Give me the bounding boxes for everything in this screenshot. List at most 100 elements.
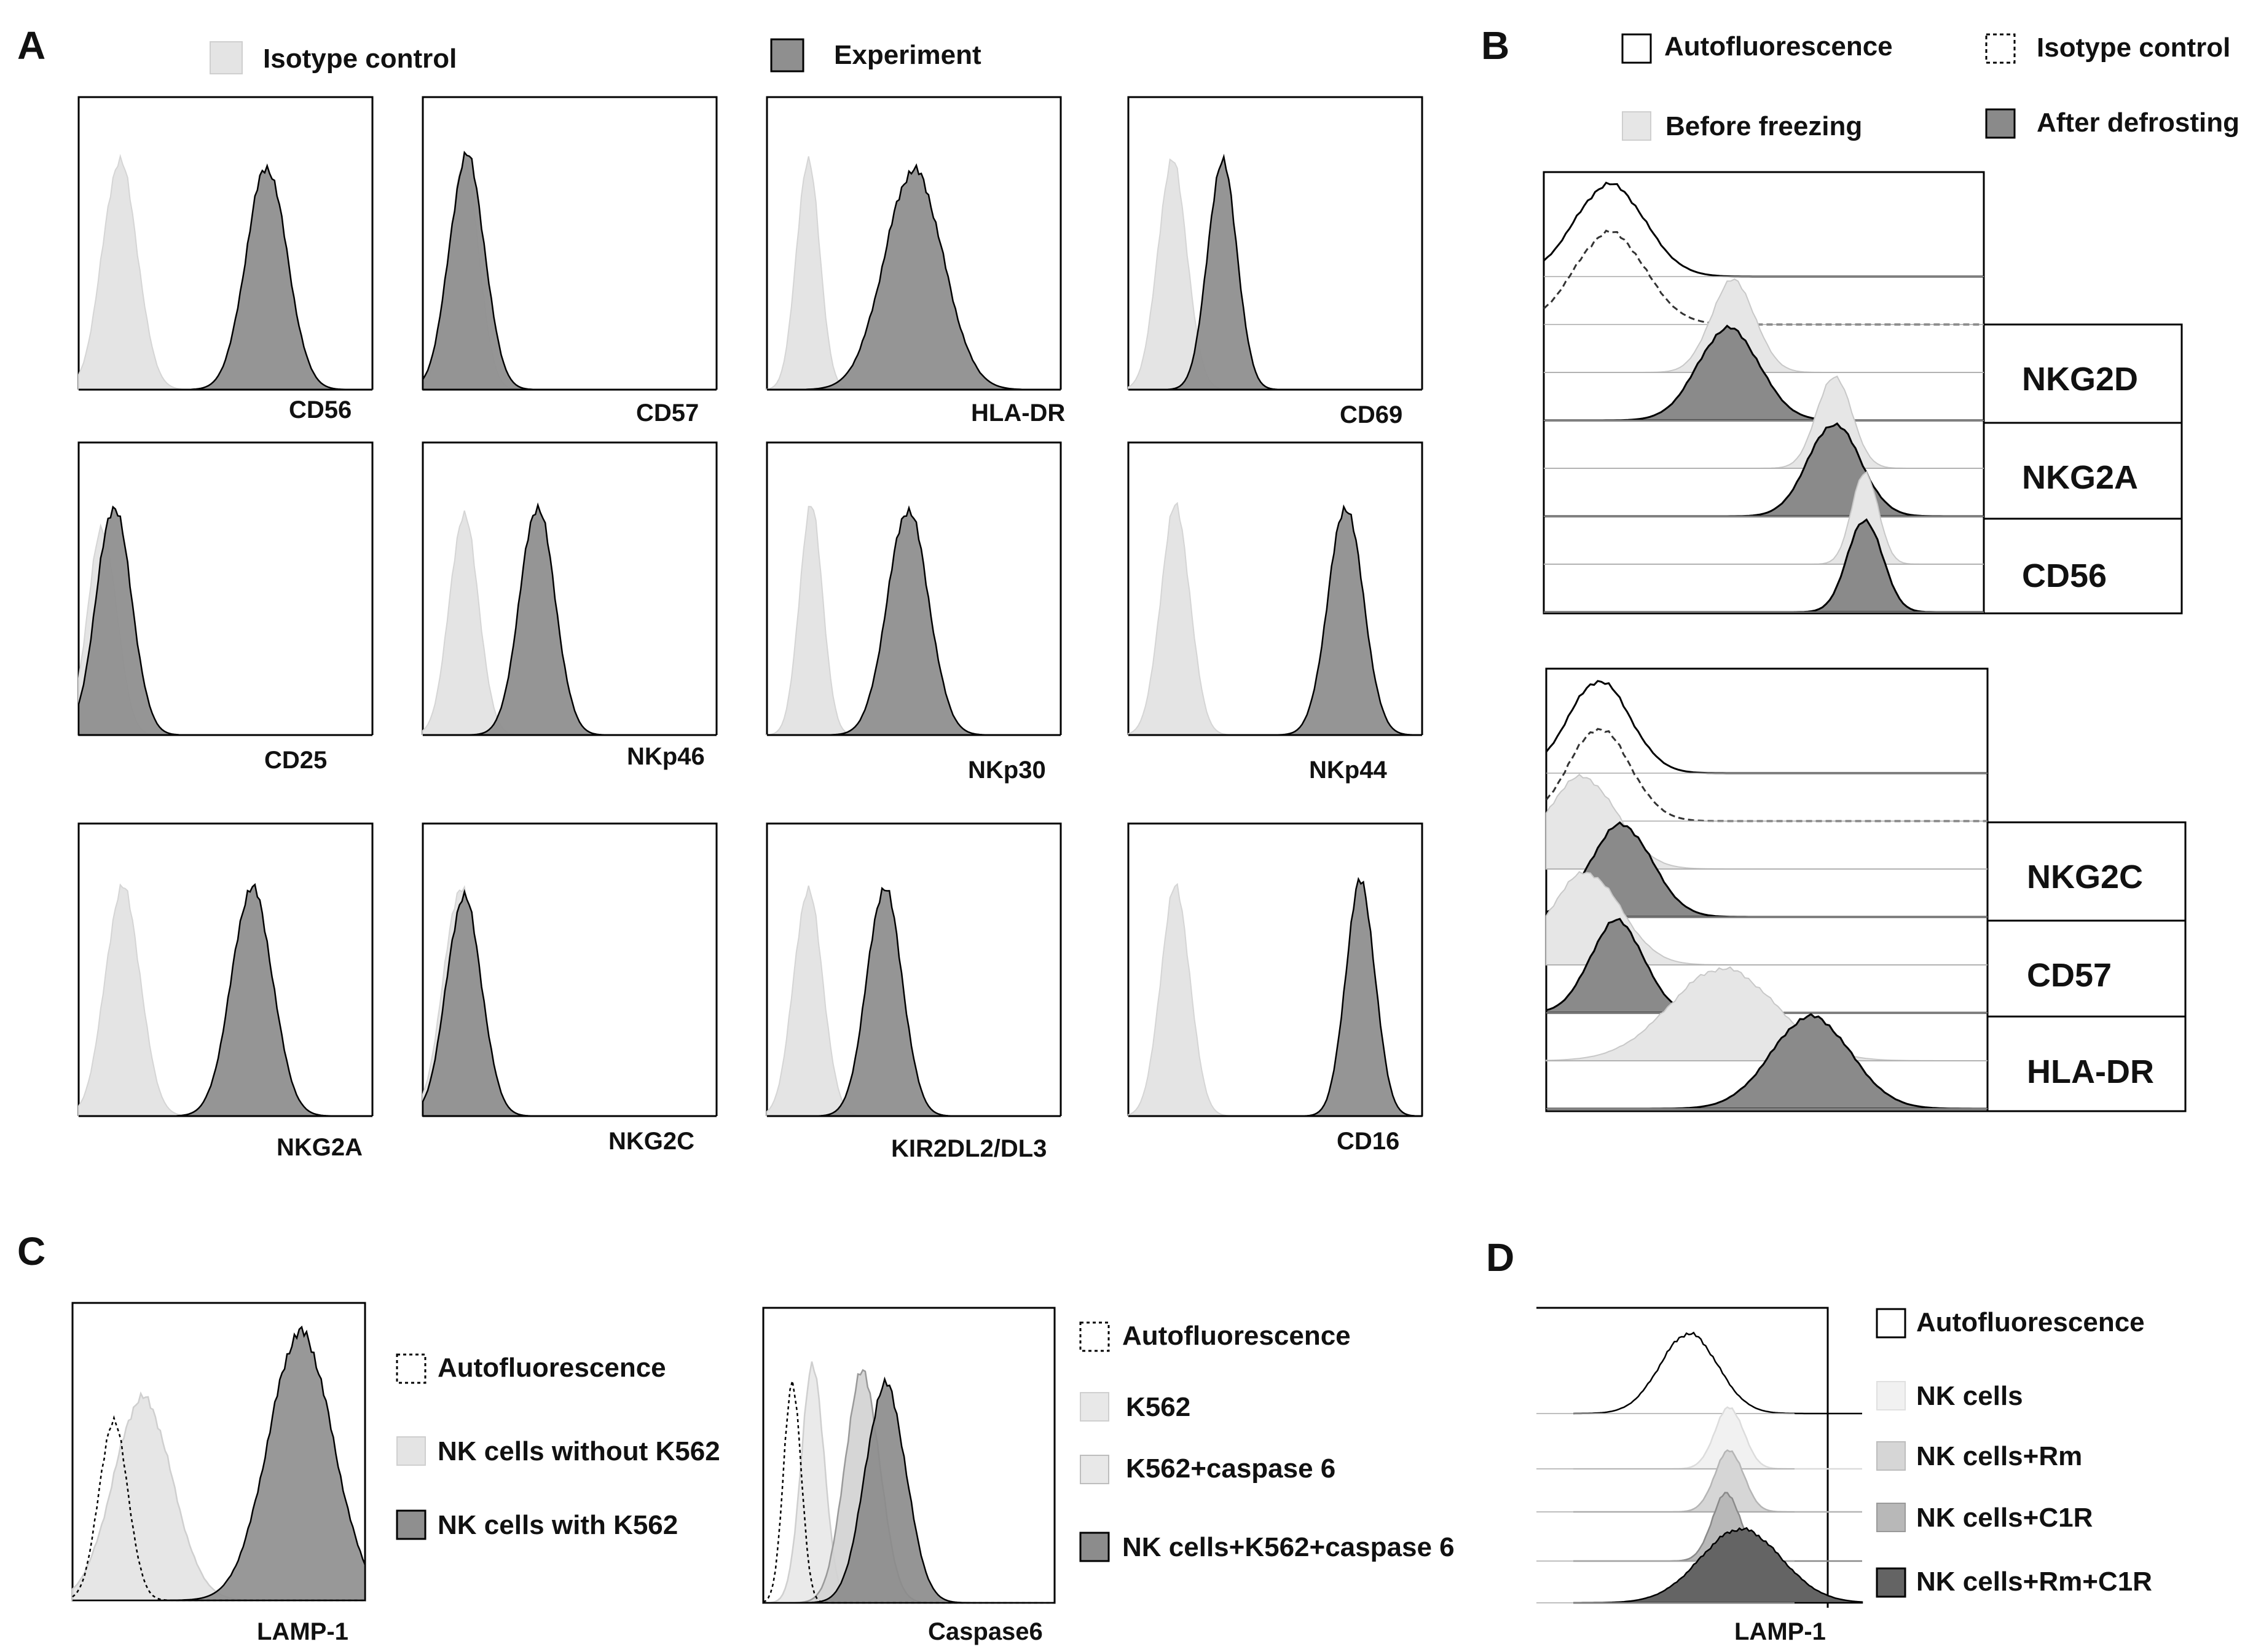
legend-swatch-experiment [770,38,804,73]
legend-label-c1-autofluorescence: Autofluorescence [438,1353,666,1383]
legend-label-c2-nk-k562-caspase: NK cells+K562+caspase 6 [1122,1532,1455,1562]
legend-label-c2-k562: K562 [1126,1392,1190,1422]
histogram-cd69: CD69 [1127,96,1423,428]
legend-label-autofluorescence: Autofluorescence [1664,31,1893,61]
legend-panel-b: Autofluorescence Isotype control Before … [1621,31,2239,141]
marker-label-nkp44: NKp44 [1309,757,1387,784]
histogram-frame [77,96,374,390]
legend-label-d-nk-c1r: NK cells+C1R [1916,1503,2093,1533]
histogram-nkg2c: NKG2C [422,822,718,1155]
legend-panel-c-caspase: Autofluorescence K562 K562+caspase 6 NK … [1079,1321,1455,1562]
histogram-kir2dl2-dl3: KIR2DL2/DL3 [766,822,1062,1162]
legend-panel-a: Isotype control Experiment [210,38,981,74]
legend-swatch-d-nk [1876,1381,1906,1410]
curve-caspase6-autofluorescence [763,1380,1055,1604]
marker-label-nkp30: NKp30 [968,757,1046,784]
row-label-cd56: CD56 [2022,557,2107,594]
legend-panel-c-lamp1: Autofluorescence NK cells without K562 N… [396,1353,720,1540]
legend-swatch-isotype [210,41,243,74]
row-label-nkg2c: NKG2C [2027,859,2143,895]
marker-label-cd57: CD57 [636,399,699,427]
legend-swatch-isotype-dotted [1985,33,2016,64]
legend-swatch-after-defrosting [1985,108,2016,139]
panel-letter-c: C [17,1229,45,1273]
histogram-frame [766,96,1062,390]
panel-c-histograms: LAMP-1 Caspase6 [71,1302,1056,1645]
xlabel-caspase6: Caspase6 [928,1618,1043,1645]
legend-swatch-d-autofluorescence [1876,1308,1906,1339]
histogram-cd16: CD16 [1127,822,1423,1155]
legend-swatch-c2-autofluorescence [1079,1321,1110,1352]
histogram-cd56: CD56 [77,96,374,423]
histogram-frame [1127,96,1423,390]
histogram-frame [422,441,718,735]
legend-label-d-nk-cells: NK cells [1916,1381,2023,1411]
legend-swatch-d-nk-rm-c1r [1876,1567,1906,1598]
ridge-d-nk-cells [1573,1406,1862,1470]
legend-label-c2-k562-caspase: K562+caspase 6 [1126,1453,1335,1484]
ridge-after-defrosting-nkg2a [1544,422,1984,517]
label-box-hla-dr [1986,1015,2187,1112]
row-label-nkg2a: NKG2A [2022,459,2138,496]
ridge-before-freezing-cd56 [1544,471,1984,565]
ridge-autofluorescence-group-2 [1545,680,1988,774]
legend-swatch-c2-k562 [1080,1392,1109,1422]
experiment-curve-nkg2c [422,889,717,1117]
isotype-curve-cd56 [78,154,372,390]
marker-label-hla-dr: HLA-DR [971,399,1065,427]
legend-label-d-nk-rm-c1r: NK cells+Rm+C1R [1916,1567,2152,1597]
marker-label-nkg2c: NKG2C [608,1128,694,1155]
label-box-cd56 [1983,517,2183,615]
ridge-d-autofluorescence [1573,1331,1862,1415]
histogram-frame [1127,441,1423,735]
panel-letter-d: D [1486,1235,1514,1280]
histogram-frame [422,96,718,390]
experiment-curve-cd25 [77,505,372,736]
legend-swatch-c2-k562-caspase [1080,1455,1109,1484]
marker-label-nkp46: NKp46 [627,743,705,770]
histogram-hla-dr: HLA-DR [766,96,1065,427]
legend-label-c1-with-k562: NK cells with K562 [438,1510,678,1540]
legend-label-d-autofluorescence: Autofluorescence [1916,1307,2145,1337]
ridge-d-nk-cells-rm-c1r [1573,1527,1863,1604]
row-label-nkg2d: NKG2D [2022,361,2138,398]
legend-label-experiment: Experiment [834,40,981,70]
legend-swatch-d-nk-c1r [1876,1503,1906,1532]
xlabel-lamp1-c: LAMP-1 [257,1618,348,1645]
histogram-frame [77,822,374,1116]
legend-panel-d: Autofluorescence NK cells NK cells+Rm NK… [1876,1307,2152,1598]
legend-label-c1-without-k562: NK cells without K562 [438,1436,720,1466]
histogram-nkg2a: NKG2A [77,822,374,1161]
histogram-frame [1127,822,1423,1116]
marker-label-cd69: CD69 [1340,401,1402,428]
legend-swatch-c1-without [396,1436,426,1466]
histogram-cd25: CD25 [77,441,374,774]
legend-label-after-defrosting: After defrosting [2037,108,2239,138]
legend-swatch-c1-autofluorescence [396,1353,427,1384]
ridge-after-defrosting-cd56 [1544,518,1984,613]
histogram-cd57: CD57 [422,96,718,427]
legend-label-before-freezing: Before freezing [1665,111,1862,141]
histogram-nkp46: NKp46 [422,441,718,770]
legend-swatch-before-freezing [1622,111,1651,141]
xlabel-lamp1-d: LAMP-1 [1734,1618,1826,1645]
ridge-autofluorescence-group-1 [1543,181,1984,278]
legend-swatch-d-nk-rm [1876,1441,1906,1471]
curve-lamp-1-nk-cells-with-k562 [73,1325,366,1602]
marker-label-cd56: CD56 [289,396,352,423]
histogram-nkp44: NKp44 [1127,441,1423,784]
row-label-hla-dr: HLA-DR [2027,1053,2154,1090]
histogram-nkp30: NKp30 [766,441,1062,784]
row-label-cd57: CD57 [2027,957,2112,994]
legend-label-d-nk-rm: NK cells+Rm [1916,1441,2082,1471]
experiment-curve-cd57 [422,151,717,391]
marker-label-cd16: CD16 [1337,1128,1399,1155]
curve-lamp-1-autofluorescence [72,1415,365,1602]
panel-letter-b: B [1481,23,1509,68]
panel-d-ridge-plots: LAMP-1 [1536,1307,1863,1645]
legend-label-isotype-control: Isotype control [263,44,457,74]
histogram-frame [77,441,374,735]
legend-label-isotype-control-b: Isotype control [2037,33,2230,63]
curve-caspase6-nk-cells-k562-caspase-6 [763,1376,1055,1604]
